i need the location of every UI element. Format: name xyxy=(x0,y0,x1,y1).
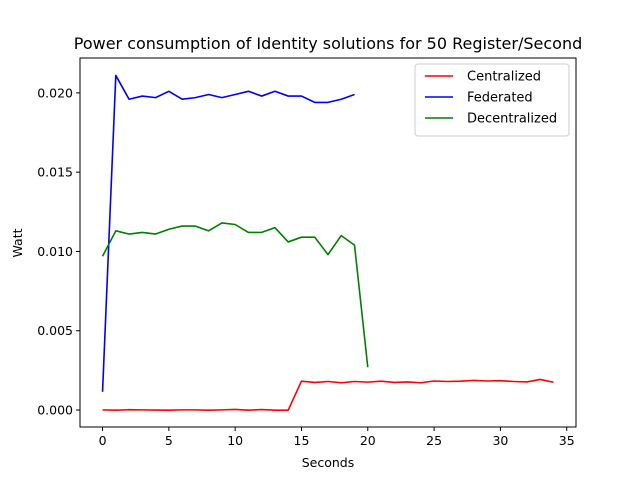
x-axis-label: Seconds xyxy=(302,455,355,470)
legend-box xyxy=(414,63,570,137)
x-tick-label: 20 xyxy=(360,433,376,448)
x-tick-label: 0 xyxy=(99,433,107,448)
y-tick-label: 0.015 xyxy=(37,165,73,180)
series-line-decentralized xyxy=(101,222,369,368)
y-tick-label: 0.010 xyxy=(37,244,73,259)
x-tick-label: 10 xyxy=(227,433,243,448)
legend-label-decentralized: Decentralized xyxy=(467,112,557,127)
legend: Centralized Federated Decentralized xyxy=(414,63,570,137)
chart-title: Power consumption of Identity solutions … xyxy=(74,34,583,53)
x-axis: 0 5 10 15 20 25 30 35 xyxy=(99,427,575,448)
series-line-federated xyxy=(101,74,355,392)
x-tick-label: 25 xyxy=(426,433,442,448)
plot-frame xyxy=(79,57,577,428)
x-tick-label: 15 xyxy=(294,433,310,448)
y-axis-label: Watt xyxy=(10,228,25,257)
legend-label-federated: Federated xyxy=(467,91,533,106)
y-tick-label: 0.020 xyxy=(37,85,73,100)
x-tick-label: 5 xyxy=(165,433,173,448)
y-tick-label: 0.000 xyxy=(37,403,73,418)
series-layer xyxy=(101,74,554,411)
legend-label-centralized: Centralized xyxy=(467,70,541,85)
x-tick-label: 30 xyxy=(492,433,508,448)
x-tick-label: 35 xyxy=(559,433,575,448)
y-tick-label: 0.005 xyxy=(37,323,73,338)
series-line-centralized xyxy=(102,378,554,411)
y-axis: 0.000 0.005 0.010 0.015 0.020 xyxy=(37,85,80,418)
